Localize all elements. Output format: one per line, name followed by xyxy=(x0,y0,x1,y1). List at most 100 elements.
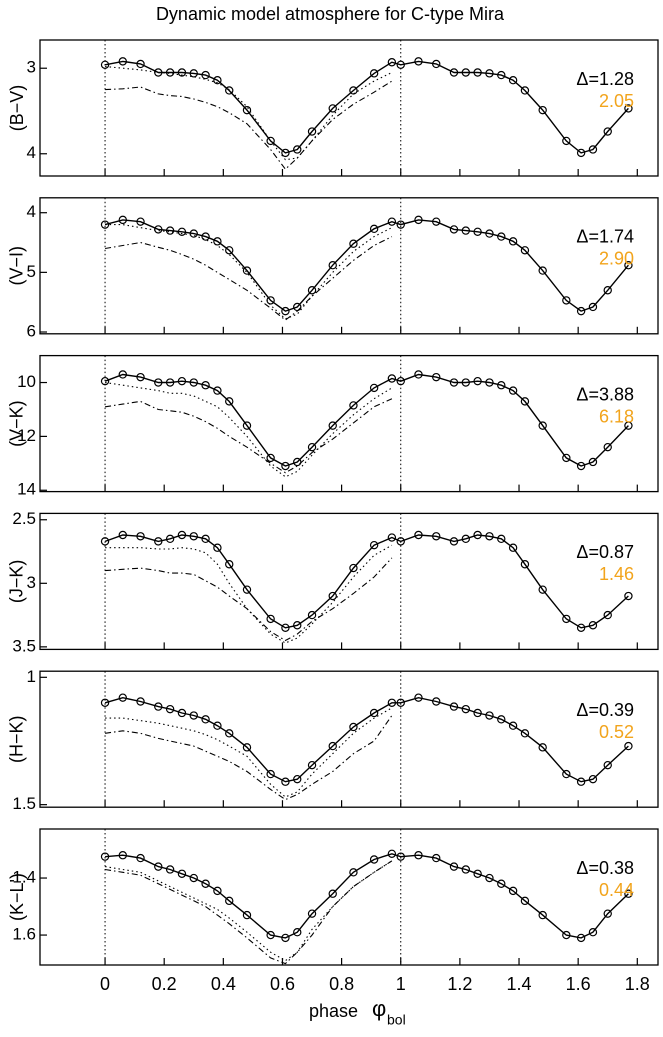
panel: (V−K) 10 12 14 Δ=3.886.18 xyxy=(7,354,659,499)
data-point xyxy=(136,59,145,69)
data-point xyxy=(538,421,547,430)
data-point xyxy=(349,563,358,573)
y-tick-label: 4 xyxy=(27,143,36,162)
y-tick-label: 1 xyxy=(27,667,36,686)
data-point xyxy=(225,246,234,255)
data-point xyxy=(449,537,459,546)
data-point xyxy=(485,378,494,387)
data-point xyxy=(473,376,482,386)
data-point xyxy=(485,532,494,541)
annotation: 1.46 xyxy=(599,564,634,584)
data-point xyxy=(497,715,506,724)
data-point xyxy=(485,69,494,78)
data-point xyxy=(497,879,506,888)
data-point xyxy=(242,585,252,594)
x-tick-label: 0 xyxy=(100,974,110,994)
data-point xyxy=(576,461,586,471)
data-point xyxy=(266,769,275,779)
data-point xyxy=(396,376,405,386)
data-point xyxy=(473,68,482,77)
data-point xyxy=(576,623,586,632)
data-point xyxy=(624,104,633,113)
data-point xyxy=(449,862,459,871)
data-point xyxy=(213,543,222,552)
data-point xyxy=(576,148,586,158)
data-point xyxy=(508,237,518,246)
data-point xyxy=(307,127,317,136)
data-point xyxy=(473,708,482,718)
plot-frame xyxy=(39,354,659,493)
data-point xyxy=(177,227,187,236)
x-tick-label: 1.8 xyxy=(625,974,650,994)
data-point xyxy=(281,933,290,943)
data-point xyxy=(242,266,252,275)
data-point xyxy=(177,708,187,718)
series-line xyxy=(105,381,393,478)
data-point xyxy=(154,225,163,234)
series-line xyxy=(104,534,629,629)
series-line xyxy=(105,715,393,801)
y-tick-label: 5 xyxy=(27,262,36,281)
y-tick-label: 3 xyxy=(27,58,36,77)
data-point xyxy=(177,376,187,386)
data-point xyxy=(369,69,379,78)
annotation: 2.05 xyxy=(599,91,634,111)
data-point xyxy=(136,532,145,541)
data-point xyxy=(201,70,210,80)
data-point xyxy=(520,86,530,95)
data-point xyxy=(189,378,198,387)
panel: (K−L')1.41.60 0.2 0.4 0.6 0.8 1 1.2 1.4 1.6 1.8Δ=… xyxy=(7,828,659,994)
data-point xyxy=(603,909,612,918)
data-point xyxy=(177,68,187,77)
annotation: Δ=0.38 xyxy=(576,858,634,878)
data-point xyxy=(189,229,198,238)
series-line xyxy=(105,860,393,965)
y-tick-label: 10 xyxy=(17,372,36,391)
data-point xyxy=(387,533,397,542)
data-point xyxy=(538,910,547,920)
annotation: 6.18 xyxy=(599,406,634,426)
data-point xyxy=(136,372,145,382)
y-tick-label: 3 xyxy=(27,573,36,592)
data-point xyxy=(520,729,530,738)
plot-frame xyxy=(39,828,659,966)
data-point xyxy=(177,530,187,540)
data-point xyxy=(118,530,127,540)
data-point xyxy=(432,217,441,226)
y-tick-label: 6 xyxy=(27,321,36,340)
y-tick-label: 3.5 xyxy=(12,636,36,655)
annotation: Δ=1.74 xyxy=(576,227,634,247)
annotation: 0.44 xyxy=(599,880,634,900)
annotation: Δ=0.87 xyxy=(576,542,634,562)
series-line xyxy=(105,860,393,962)
series-line xyxy=(105,65,393,161)
x-tick-label: 0.8 xyxy=(329,974,354,994)
x-tick-label: 1 xyxy=(396,974,406,994)
annotation: 0.52 xyxy=(599,722,634,742)
data-point xyxy=(189,532,198,541)
data-point xyxy=(328,421,337,430)
data-point xyxy=(603,760,612,770)
data-point xyxy=(387,217,397,226)
data-point xyxy=(349,722,358,732)
data-point xyxy=(562,453,571,463)
data-point xyxy=(520,397,530,406)
panel: (H−K) 1 1.5 Δ=0.390.52 xyxy=(7,667,659,813)
plot-frame xyxy=(39,39,659,177)
data-point xyxy=(165,68,175,77)
data-point xyxy=(225,560,234,569)
data-point xyxy=(414,215,423,225)
annotation: Δ=1.28 xyxy=(576,69,634,89)
data-point xyxy=(328,261,337,270)
data-point xyxy=(328,889,337,898)
data-point xyxy=(538,585,547,594)
data-point xyxy=(508,386,518,395)
x-tick-label: 0.4 xyxy=(211,974,236,994)
data-point xyxy=(414,851,423,860)
data-point xyxy=(201,715,210,724)
data-point xyxy=(100,60,110,70)
data-point xyxy=(369,224,379,234)
data-point xyxy=(520,560,530,569)
data-point xyxy=(369,708,379,718)
